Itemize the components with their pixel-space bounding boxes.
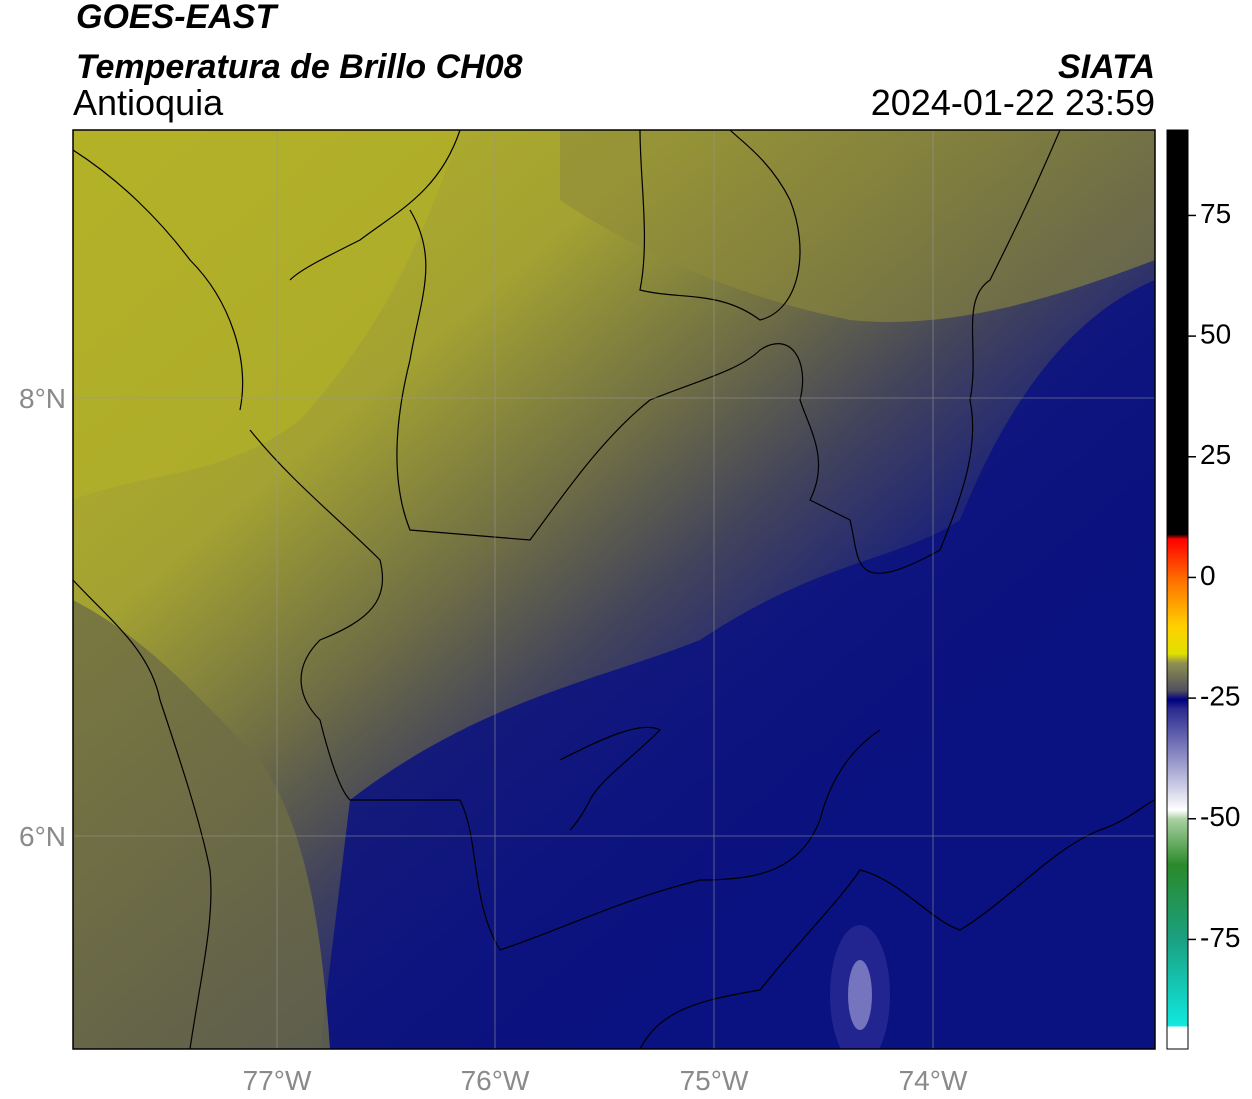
colorbar-tick-label: 0 xyxy=(1200,560,1216,591)
colorbar-tick-label: 75 xyxy=(1200,198,1231,229)
title: GOES-EAST xyxy=(76,0,279,36)
colorbar-tick-label: 50 xyxy=(1200,318,1231,349)
colorbar xyxy=(1166,129,1189,1050)
map-frame xyxy=(72,129,1156,1050)
lon-label: 77°W xyxy=(243,1065,312,1096)
lat-label: 8°N xyxy=(19,383,66,414)
map-image xyxy=(73,130,1155,1049)
lat-label: 6°N xyxy=(19,821,66,852)
subtitle: Temperatura de Brillo CH08 xyxy=(76,48,523,86)
colorbar-tick-label: -75 xyxy=(1200,922,1240,953)
colorbar-tick-label: 25 xyxy=(1200,439,1231,470)
lon-label: 76°W xyxy=(461,1065,530,1096)
lon-label: 74°W xyxy=(899,1065,968,1096)
region: Antioquia xyxy=(73,82,224,123)
source: SIATA xyxy=(1058,48,1155,86)
datetime: 2024-01-22 23:59 xyxy=(871,82,1155,123)
colorbar-tick-label: -50 xyxy=(1200,801,1240,832)
colorbar-tick-label: -25 xyxy=(1200,680,1240,711)
lon-label: 75°W xyxy=(680,1065,749,1096)
